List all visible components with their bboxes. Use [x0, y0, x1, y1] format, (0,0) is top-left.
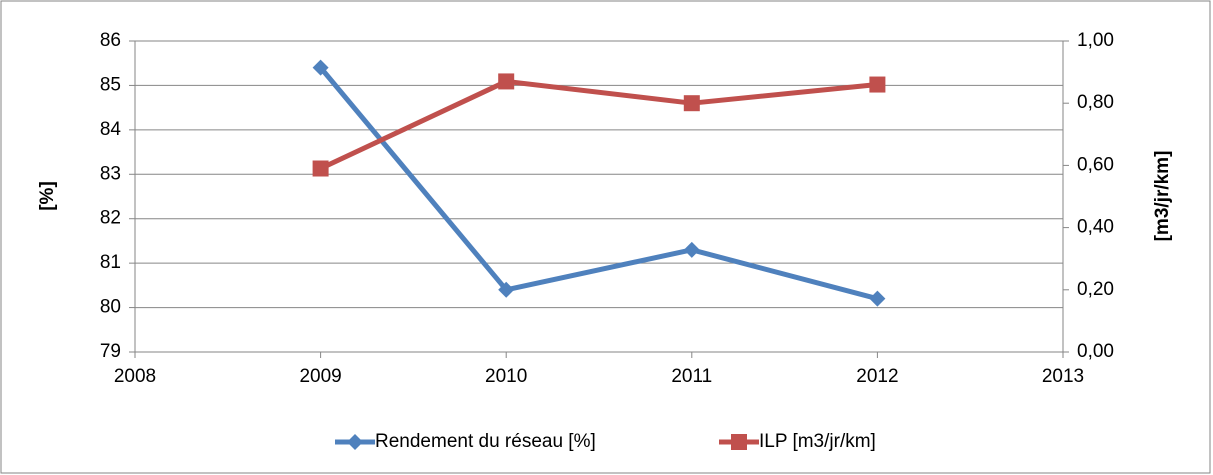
marker — [498, 281, 515, 298]
y-tick-label: 84 — [100, 119, 122, 140]
series-line — [319, 78, 878, 171]
x-tick-label: 2010 — [485, 366, 527, 387]
marker — [312, 59, 329, 76]
x-tick-label: 2012 — [856, 366, 898, 387]
marker — [869, 290, 886, 307]
y-tick-label: 85 — [100, 74, 121, 95]
y-tick-label: 79 — [100, 341, 121, 362]
marker — [731, 434, 747, 450]
x-tick-label: 2013 — [1042, 366, 1084, 387]
marker — [869, 76, 886, 93]
series-line — [318, 66, 879, 302]
marker — [347, 434, 363, 450]
y2-tick-label: 1,00 — [1077, 30, 1114, 51]
x-tick-label: 2009 — [299, 366, 341, 387]
y-tick-label: 83 — [100, 163, 121, 184]
marker — [683, 241, 700, 258]
x-tick-label: 2008 — [114, 366, 156, 387]
legend-label: Rendement du réseau [%] — [375, 431, 596, 452]
x-tick-label: 2011 — [671, 366, 712, 387]
y2-tick-label: 0,20 — [1077, 279, 1114, 300]
y-tick-label: 80 — [100, 297, 121, 318]
y2-tick-label: 0,60 — [1077, 154, 1114, 175]
y-tick-label: 82 — [100, 208, 121, 229]
marker — [312, 160, 329, 177]
y2-tick-label: 0,80 — [1077, 92, 1114, 113]
y2-axis-label: [m3/jr/km] — [1152, 151, 1173, 242]
y-tick-label: 81 — [100, 252, 121, 273]
y-tick-label: 86 — [100, 30, 121, 51]
marker — [683, 95, 700, 112]
y-axis-label: [%] — [37, 181, 58, 211]
y2-tick-label: 0,00 — [1077, 341, 1114, 362]
marker — [498, 73, 515, 90]
legend-label: ILP [m3/jr/km] — [759, 431, 876, 452]
y2-tick-label: 0,40 — [1077, 217, 1114, 238]
